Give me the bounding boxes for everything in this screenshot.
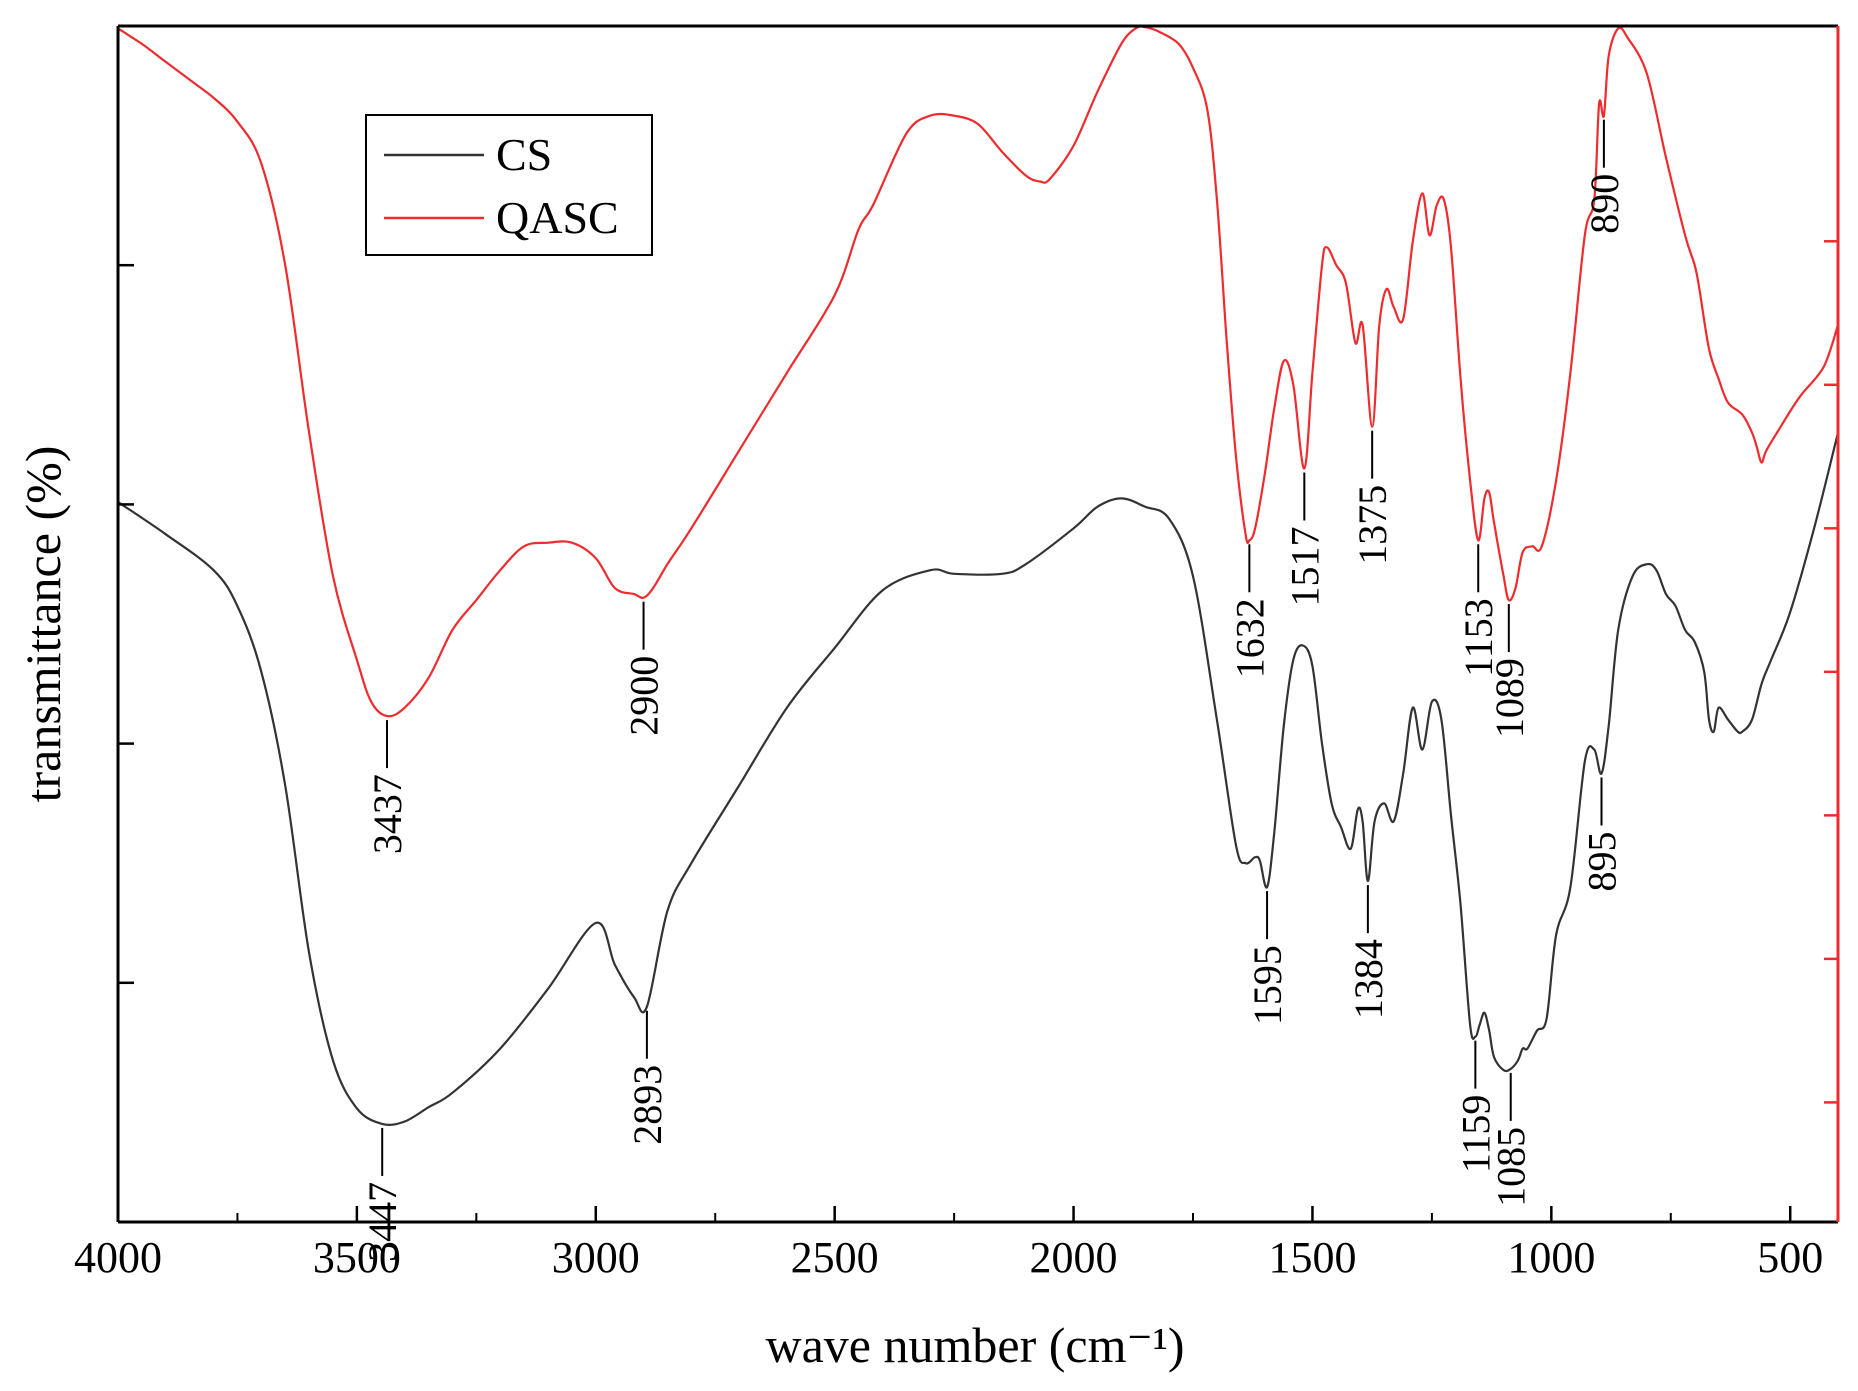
peak-label: 3437: [365, 774, 410, 854]
peak-label: 890: [1582, 174, 1627, 234]
peak-label: 3447: [360, 1182, 405, 1262]
y-axis-title: transmittance (%): [15, 446, 71, 803]
peak-label: 895: [1580, 832, 1625, 892]
peak-label: 2900: [622, 656, 667, 736]
legend-label-qasc: QASC: [496, 192, 619, 243]
peak-label: 1159: [1453, 1095, 1498, 1174]
peak-label: 1375: [1350, 485, 1395, 565]
x-tick-label: 500: [1757, 1233, 1823, 1282]
series-layer: [118, 26, 1838, 1126]
peak-label: 1595: [1245, 945, 1290, 1025]
x-tick-label: 3000: [552, 1233, 640, 1282]
legend: CS QASC: [365, 114, 653, 256]
peak-label: 2893: [625, 1065, 670, 1145]
peak-label: 1153: [1456, 598, 1501, 677]
peak-label: 1517: [1282, 527, 1327, 607]
x-tick-label: 2000: [1030, 1233, 1118, 1282]
x-tick-label: 2500: [791, 1233, 879, 1282]
series-line-qasc: [118, 26, 1838, 718]
peak-label: 1085: [1489, 1127, 1534, 1207]
legend-box: [365, 114, 653, 256]
peak-label: 1632: [1227, 598, 1272, 678]
x-axis-title: wave number (cm⁻¹): [766, 1317, 1185, 1373]
axis-ticks: 4000 3500 3000 2500 2000 1500 1000 500: [74, 240, 1838, 1282]
x-tick-label: 1500: [1268, 1233, 1356, 1282]
legend-label-cs: CS: [496, 129, 552, 180]
x-tick-label: 3500: [313, 1233, 401, 1282]
x-tick-label: 1000: [1507, 1233, 1595, 1282]
peak-label: 1384: [1346, 939, 1391, 1019]
series-line-cs: [118, 432, 1838, 1126]
peak-label: 1089: [1487, 658, 1532, 738]
x-tick-label: 4000: [74, 1233, 162, 1282]
